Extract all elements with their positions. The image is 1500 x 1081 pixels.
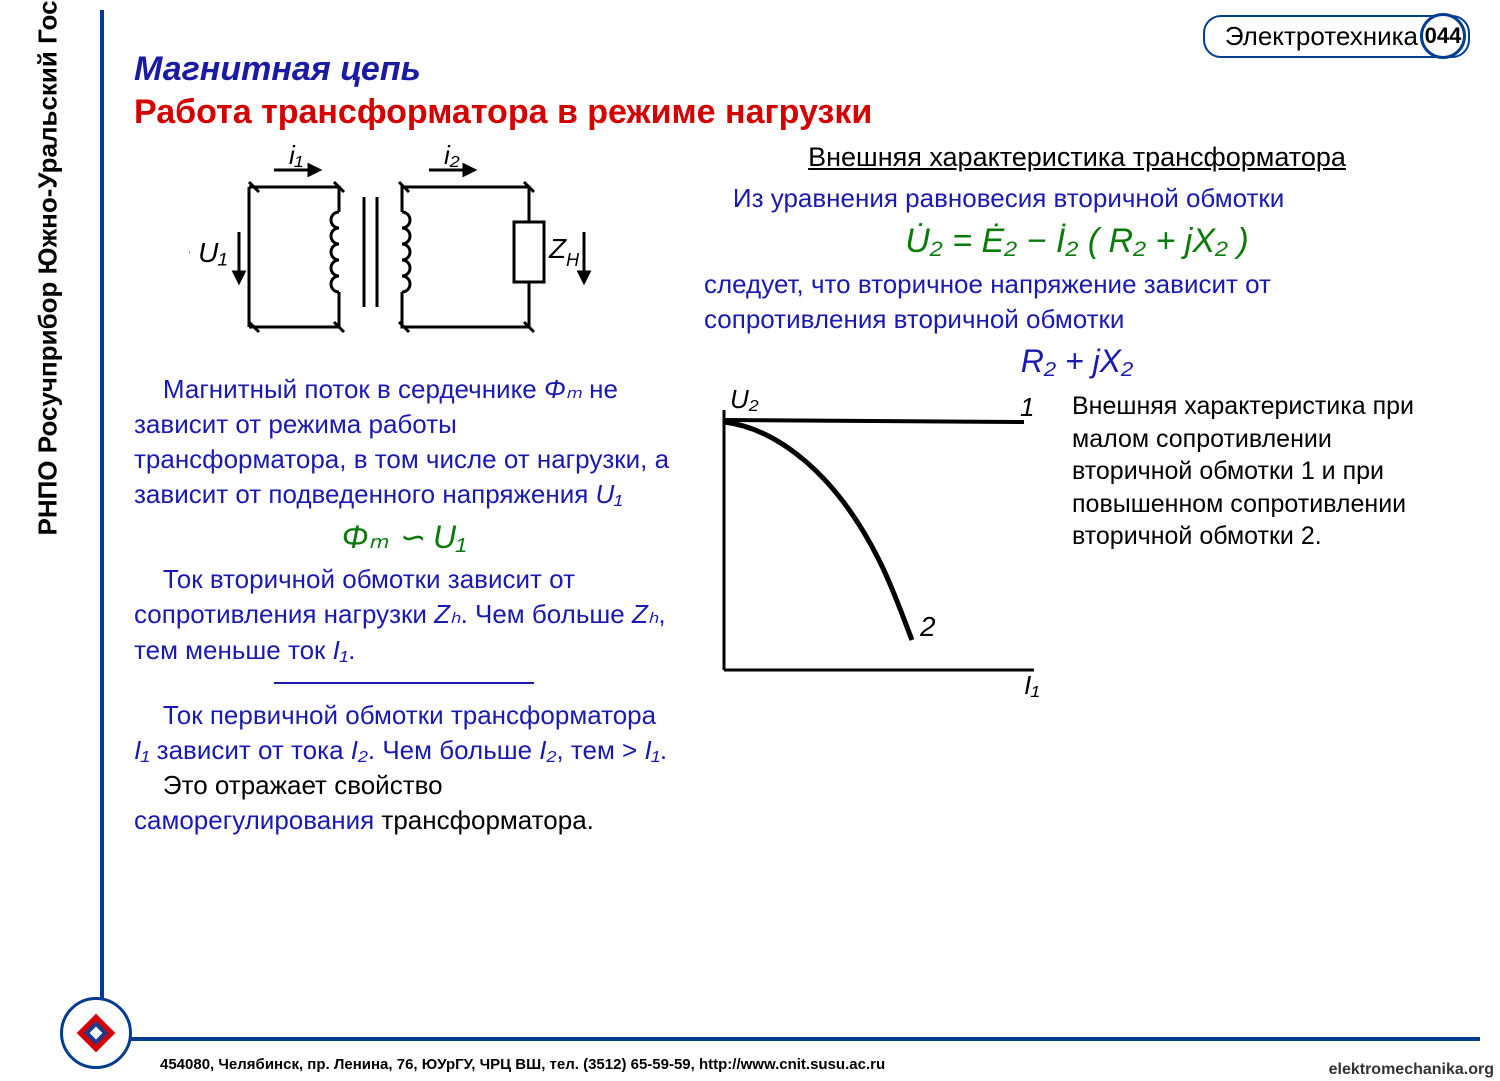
equation-phi-u1: Φₘ ∽ U₁ bbox=[134, 518, 674, 556]
left-paragraph-4: Это отражает свойство саморегулирования … bbox=[134, 768, 674, 838]
watermark: elektromechanika.org bbox=[1329, 1061, 1494, 1079]
sidebar-org-text: РНПО Росучприбор Южно-Уральский Государс… bbox=[33, 0, 64, 536]
circuit-u1-label: ~ U₁ bbox=[189, 237, 227, 268]
right-column: Внешняя характеристика трансформатора Из… bbox=[704, 142, 1450, 838]
page-frame: Электротехника 044 Магнитная цепь Работа… bbox=[100, 10, 1480, 1041]
right-paragraph-2: следует, что вторичное напряжение зависи… bbox=[704, 267, 1450, 337]
right-paragraph-1: Из уравнения равновесия вторичной обмотк… bbox=[704, 181, 1450, 216]
transformer-circuit-diagram: i₁ i₂ ~ U₁ ZH bbox=[189, 142, 619, 352]
footer-text: 454080, Челябинск, пр. Ленина, 76, ЮУрГУ… bbox=[160, 1056, 885, 1073]
circuit-i1-label: i₁ bbox=[289, 142, 303, 170]
left-paragraph-1: Магнитный поток в сердечнике Φₘ не завис… bbox=[134, 372, 674, 512]
left-paragraph-2: Ток вторичной обмотки зависит от сопроти… bbox=[134, 562, 674, 667]
divider bbox=[274, 682, 534, 684]
chart-curve2-label: 2 bbox=[919, 611, 936, 642]
equation-u2: U̇₂ = Ė₂ − İ₂ ( R₂ + jX₂ ) bbox=[704, 222, 1450, 261]
external-characteristic-heading: Внешняя характеристика трансформатора bbox=[704, 142, 1450, 173]
left-column: i₁ i₂ ~ U₁ ZH Магнитный поток в сердечни… bbox=[134, 142, 674, 838]
circuit-zh-label: ZH bbox=[548, 233, 580, 270]
external-characteristic-chart: U₂ I₁ 1 2 bbox=[704, 390, 1054, 700]
subject-badge: Электротехника 044 bbox=[1203, 15, 1470, 58]
logo-icon bbox=[60, 997, 132, 1069]
topic-title: Работа трансформатора в режиме нагрузки bbox=[134, 93, 1450, 132]
page-number: 044 bbox=[1420, 13, 1466, 59]
chart-y-label: U₂ bbox=[730, 390, 759, 414]
chart-caption: Внешняя характеристика при малом сопроти… bbox=[1072, 390, 1450, 553]
chart-curve1-label: 1 bbox=[1020, 392, 1034, 422]
chart-x-label: I₁ bbox=[1024, 670, 1039, 700]
left-paragraph-3: Ток первичной обмотки трансформатора I₁ … bbox=[134, 698, 674, 768]
equation-r2jx2: R₂ + jX₂ bbox=[704, 343, 1450, 380]
circuit-i2-label: i₂ bbox=[444, 142, 460, 170]
